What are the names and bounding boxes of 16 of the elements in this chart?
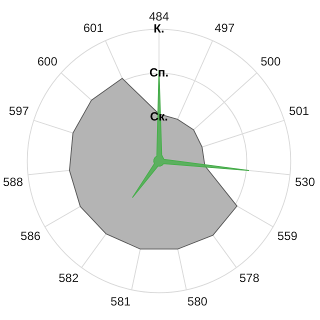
- spoke-label: 559: [277, 228, 298, 243]
- spoke-label: 580: [187, 294, 208, 308]
- spoke-label: 497: [214, 21, 235, 36]
- spoke-label: 601: [83, 21, 104, 36]
- y-tick-label: К.: [154, 22, 164, 36]
- spoke-label: 597: [8, 104, 30, 118]
- spoke-label: 582: [58, 271, 79, 286]
- spoke-label: 530: [294, 174, 316, 189]
- spoke-label: 578: [239, 271, 260, 286]
- spoke-label: 586: [20, 228, 41, 243]
- spoke-label: 581: [110, 294, 131, 308]
- spoke-label: 588: [2, 174, 24, 189]
- spoke-label: 600: [37, 54, 58, 69]
- spoke-label: 484: [148, 9, 170, 24]
- spoke-label: 500: [260, 54, 281, 69]
- spoke-label: 501: [289, 104, 310, 118]
